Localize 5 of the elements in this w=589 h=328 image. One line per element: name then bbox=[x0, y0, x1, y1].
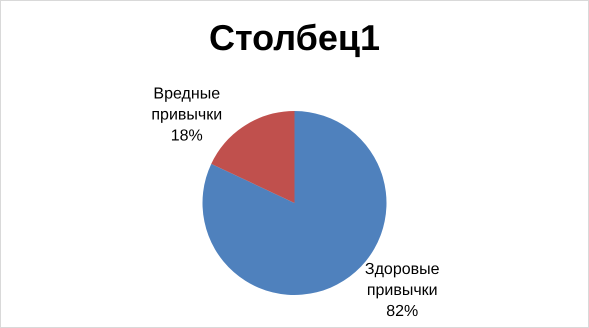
data-label: 18% bbox=[170, 128, 203, 145]
data-label: 82% bbox=[386, 303, 418, 320]
chart-title: Столбец1 bbox=[208, 17, 382, 59]
slice-label: Здоровые привычки bbox=[364, 261, 440, 300]
slice-label: Вредные привычки bbox=[151, 86, 222, 124]
